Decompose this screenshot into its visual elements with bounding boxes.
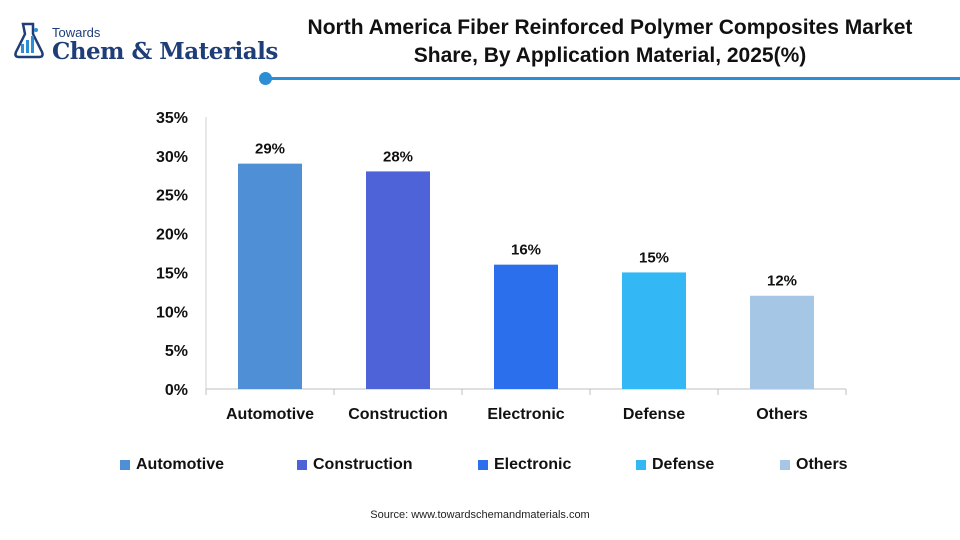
chart-title-line-1: North America Fiber Reinforced Polymer C… [307,16,913,39]
data-label: 12% [767,273,797,290]
x-tick-label: Defense [623,406,685,423]
legend-label: Automotive [136,456,224,473]
flask-chart-icon [14,22,44,59]
x-tick-label: Electronic [487,406,564,423]
data-label: 29% [255,141,285,158]
y-tick-label: 25% [156,188,188,205]
y-tick-label: 5% [165,343,188,360]
brand-logo: Towards Chem & Materials [12,16,278,72]
legend-swatch [636,460,646,470]
bar-electronic [494,264,558,389]
legend-item-construction: Construction [297,456,413,474]
legend-item-defense: Defense [636,456,714,474]
bar-automotive [238,163,302,389]
header-rule [270,77,960,80]
bar-construction [366,171,430,389]
bar-others [750,295,814,389]
x-tick-label: Others [756,406,808,423]
data-label: 15% [639,249,669,266]
legend-item-automotive: Automotive [120,456,224,474]
chart-title-line-2: Share, By Application Material, 2025(%) [413,44,807,67]
logo-top-text: Towards [52,25,101,40]
legend-swatch [297,460,307,470]
legend-item-electronic: Electronic [478,456,571,474]
y-tick-label: 35% [156,110,188,127]
legend-label: Construction [313,456,413,473]
y-tick-label: 0% [165,382,188,399]
header-rule-dot [259,72,272,85]
bar-defense [622,272,686,389]
data-label: 28% [383,148,413,165]
data-label: 16% [511,242,541,259]
legend-item-others: Others [780,456,848,474]
y-tick-label: 15% [156,265,188,282]
y-tick-label: 10% [156,304,188,321]
y-tick-label: 30% [156,149,188,166]
x-tick-label: Construction [348,406,448,423]
source-note: Source: www.towardschemandmaterials.com [370,509,590,521]
chart-legend: Automotive Construction Electronic Defense O… [0,456,960,476]
legend-swatch [478,460,488,470]
chart-title: North America Fiber Reinforced Polymer C… [270,14,950,70]
legend-swatch [120,460,130,470]
legend-label: Defense [652,456,715,473]
x-tick-label: Automotive [226,406,314,423]
legend-label: Others [796,456,848,473]
logo-main-text: Chem & Materials [52,38,278,65]
legend-swatch [780,460,790,470]
legend-label: Electronic [494,456,572,473]
y-tick-label: 20% [156,227,188,244]
